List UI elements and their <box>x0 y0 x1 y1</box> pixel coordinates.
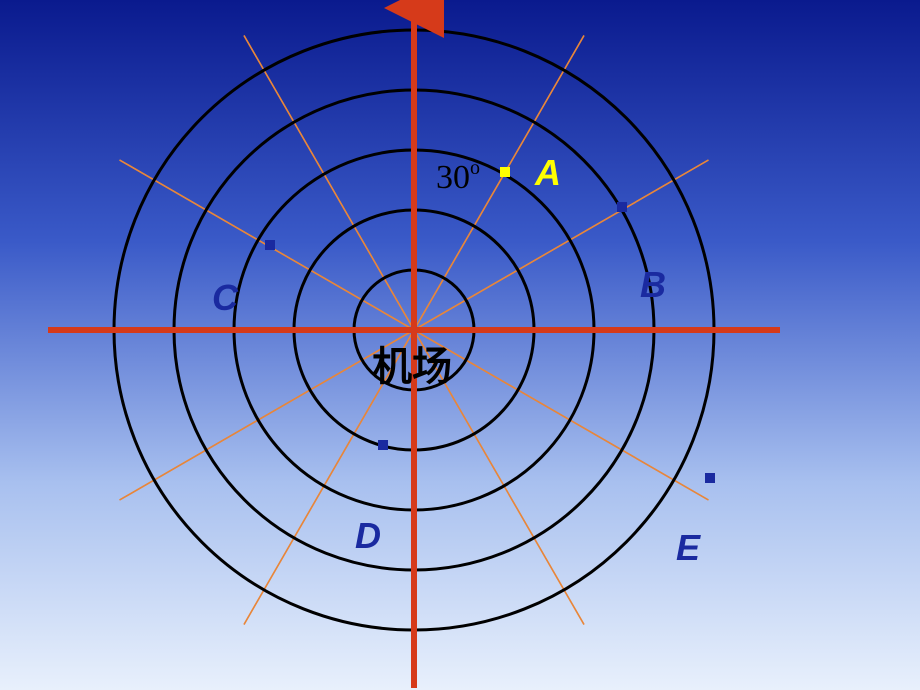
polar-radar-diagram: 30o 机场 A B C D E <box>0 0 920 690</box>
point-label-A: A <box>534 152 561 193</box>
point-label-E: E <box>676 527 701 568</box>
point-dot-B <box>617 202 627 212</box>
point-dot-A <box>500 167 510 177</box>
angle-annotation: 30o <box>436 157 480 196</box>
point-label-C: C <box>212 277 239 318</box>
point-dot-E <box>705 473 715 483</box>
point-dot-D <box>378 440 388 450</box>
point-label-B: B <box>640 264 666 305</box>
point-dot-C <box>265 240 275 250</box>
center-label: 机场 <box>372 344 452 389</box>
plotted-points <box>265 167 715 483</box>
angle-degree-symbol: o <box>470 157 480 179</box>
point-label-D: D <box>355 515 381 556</box>
